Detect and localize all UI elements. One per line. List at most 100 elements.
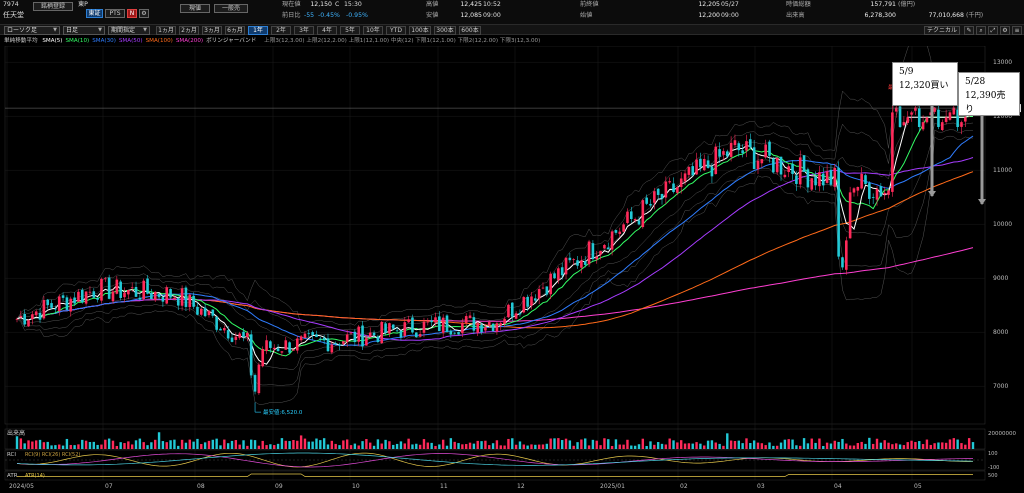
candle-body (441, 317, 445, 333)
volume-bar (522, 444, 525, 449)
volume-bar (261, 440, 264, 449)
candle-body (391, 324, 395, 329)
candle-body (603, 244, 606, 249)
price-chart[interactable]: 13000 12000 11000 10000 9000 8000 7000 12,150.… (0, 46, 1024, 493)
range-mode-select[interactable]: 期間指定 ▼ (108, 26, 150, 35)
period-button[interactable]: 100本 (409, 26, 431, 35)
volume-bar (207, 440, 211, 449)
period-button[interactable]: 300本 (434, 26, 456, 35)
candle-body (772, 158, 775, 173)
period-button[interactable]: 3ヵ月 (202, 26, 222, 35)
volume-bar (342, 440, 345, 449)
candle-body (618, 231, 622, 234)
candle-body (653, 191, 656, 203)
period-button[interactable]: YTD (386, 26, 406, 35)
legend-item: SMA(5) (42, 38, 63, 44)
volume-bar (100, 444, 103, 449)
quote-header: 7974 任天堂 銘柄登録 東P 東証 PTS N ⚙ 現値 一般売 現在値 1… (0, 0, 1024, 24)
candle-body (622, 224, 625, 232)
candle-body (295, 338, 299, 351)
bollinger-line (16, 100, 974, 341)
candlesticks (15, 96, 975, 395)
order-button-1[interactable]: 現値 (180, 4, 210, 13)
volume-bar (154, 439, 157, 449)
volume-bar (860, 441, 863, 449)
volume-bar (92, 441, 95, 449)
volume-bar (46, 441, 49, 449)
volume-bar (491, 443, 495, 449)
candle-body (253, 375, 257, 392)
settings-icon[interactable]: ⚙ (1000, 26, 1010, 35)
arrow-head (928, 191, 936, 197)
candle-body (553, 273, 556, 279)
volume-bar (280, 438, 284, 449)
interval-select[interactable]: 日足 ▼ (63, 26, 105, 35)
date-tick-label: 2024/05 (9, 483, 34, 490)
search-icon[interactable]: ⌕ (976, 26, 986, 35)
volume-bar (430, 442, 433, 449)
volume-bar (345, 439, 349, 449)
menu-icon[interactable]: ≡ (1012, 26, 1022, 35)
volume-bar (845, 443, 848, 449)
period-button[interactable]: 600本 (459, 26, 481, 35)
volume-bar (376, 439, 380, 449)
period-button[interactable]: 4年 (317, 26, 337, 35)
volume-bar (31, 441, 34, 449)
period-button[interactable]: 6ヵ月 (225, 26, 245, 35)
news-button[interactable]: N (127, 9, 137, 18)
volume-bar (411, 444, 414, 449)
candle-body (476, 322, 480, 333)
period-button[interactable]: 2年 (271, 26, 291, 35)
settings-icon[interactable]: ⚙ (139, 9, 149, 18)
order-button-2[interactable]: 一般売 (214, 4, 248, 13)
volume-bar (795, 445, 798, 449)
candle-body (856, 186, 860, 191)
period-button[interactable]: 2ヵ月 (179, 26, 199, 35)
period-button[interactable]: 5年 (340, 26, 360, 35)
register-stock-button[interactable]: 銘柄登録 (33, 2, 73, 11)
volume-bar (299, 435, 303, 449)
date-tick-label: 10 (352, 483, 360, 490)
expand-icon[interactable]: ⤢ (988, 26, 998, 35)
volume-bar (104, 439, 107, 449)
period-button[interactable]: 10年 (363, 26, 383, 35)
candle-body (629, 211, 633, 220)
candle-body (345, 334, 349, 343)
date-tick-label: 08 (197, 483, 205, 490)
price-tick-label: 8000 (993, 329, 1008, 336)
volume-bar (441, 439, 445, 449)
candle-body (795, 175, 798, 184)
volume-bar (683, 443, 687, 449)
candle-body (768, 141, 771, 156)
volume-bar (871, 443, 875, 449)
market-pts-button[interactable]: PTS (105, 9, 125, 18)
volume-label: 出来高 (7, 429, 25, 437)
candle-body (814, 176, 817, 186)
volume-bar (322, 438, 326, 449)
volume-bar (96, 444, 99, 449)
candle-body (330, 344, 334, 353)
candle-body (910, 112, 913, 115)
chart-type-select[interactable]: ローソク足 ▼ (4, 26, 60, 35)
volume-bar (618, 444, 621, 449)
candle-body (169, 289, 172, 298)
period-button[interactable]: 3年 (294, 26, 314, 35)
volume-bar (572, 445, 575, 449)
technical-button[interactable]: テクニカル (924, 26, 960, 35)
pencil-icon[interactable]: ✎ (964, 26, 974, 35)
volume-bar (230, 440, 234, 449)
volume-bar (365, 439, 368, 449)
period-button[interactable]: 1ヵ月 (156, 26, 176, 35)
volume-bar (238, 444, 241, 449)
market-tse-button[interactable]: 東証 (86, 9, 103, 18)
volume-bar (426, 442, 430, 449)
price-tick-label: 13000 (993, 59, 1012, 66)
period-button[interactable]: 1年 (248, 26, 268, 35)
turnover-value: 77,010,668 (928, 12, 964, 19)
candle-body (917, 108, 921, 127)
candle-body (307, 333, 311, 335)
change-pct-1: -0.45% (318, 12, 340, 19)
volume-bar (115, 445, 119, 449)
volume-bar (488, 445, 491, 449)
volume-bar (357, 445, 360, 449)
